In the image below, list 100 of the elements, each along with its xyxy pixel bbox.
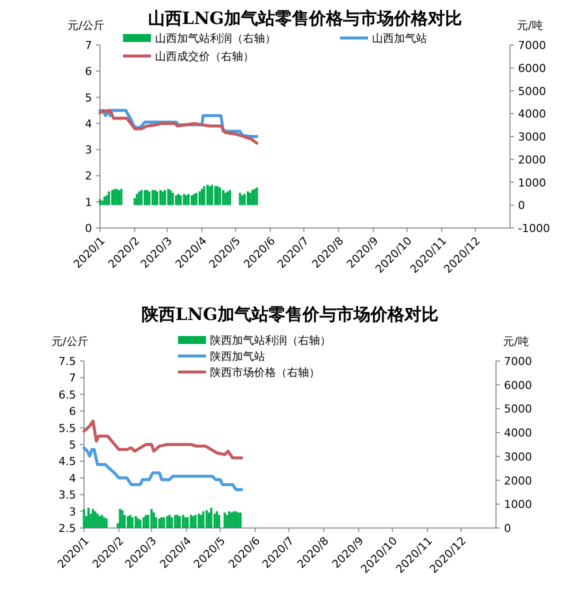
bar	[166, 516, 168, 528]
bar	[198, 514, 200, 528]
bar	[94, 511, 96, 528]
bar	[241, 195, 244, 206]
y2-axis-title: 元/吨	[503, 335, 529, 348]
bar	[162, 191, 164, 206]
bar	[96, 514, 99, 528]
bar	[126, 516, 130, 528]
bar	[216, 511, 218, 528]
y-tick-label: 1	[85, 196, 92, 209]
y-tick-label: 2	[85, 170, 92, 183]
y-tick-label: 4	[69, 472, 76, 485]
y2-tick-label: 4000	[504, 426, 532, 440]
bar	[195, 192, 198, 206]
y2-tick-label: 5000	[518, 84, 546, 98]
bar	[192, 516, 194, 528]
y-tick-label: 4.5	[58, 455, 76, 468]
y-tick-label: 7.5	[58, 355, 76, 368]
bar	[103, 517, 106, 528]
bar	[172, 192, 174, 206]
y-tick-label: 5	[69, 438, 76, 452]
bar	[228, 511, 230, 528]
y-tick-label: 7	[69, 372, 76, 385]
bar	[111, 190, 114, 206]
bar	[232, 511, 235, 528]
y-tick-label: 5.5	[58, 422, 76, 435]
bar	[142, 517, 145, 528]
bar	[208, 186, 211, 206]
y2-tick-label: 2000	[504, 474, 532, 488]
y-tick-label: 3	[69, 505, 76, 518]
y-tick-label: 3.5	[58, 488, 76, 502]
bar	[224, 512, 226, 528]
bar	[184, 517, 186, 528]
legend-label: 陕西加气站利润（右轴）	[210, 334, 331, 347]
bar	[185, 195, 188, 206]
bar	[138, 191, 140, 206]
bar	[139, 520, 142, 528]
bar	[210, 508, 212, 528]
bar	[167, 188, 170, 206]
bar	[156, 191, 158, 206]
y2-tick-label: 5000	[504, 402, 532, 416]
y2-tick-label: 0	[504, 522, 511, 535]
y-tick-label: 3	[85, 144, 92, 157]
y2-tick-label: 2000	[518, 153, 546, 166]
bar	[134, 198, 136, 206]
bar	[144, 190, 146, 206]
bar	[101, 200, 104, 206]
legend-label: 山西加气站利润（右轴）	[155, 32, 276, 45]
y-tick-label: 6.5	[58, 388, 76, 402]
legend-label: 陕西加气站	[210, 350, 265, 363]
bar	[237, 512, 240, 528]
bar	[202, 511, 204, 528]
y2-tick-label: -1000	[518, 222, 550, 235]
y2-tick-label: 6000	[504, 378, 532, 392]
bar	[120, 188, 122, 206]
bar	[251, 190, 254, 206]
bar	[206, 510, 208, 528]
bar	[116, 188, 118, 206]
bar	[203, 186, 206, 206]
y2-tick-label: 7000	[504, 355, 532, 368]
bar	[98, 199, 102, 206]
chart-title: 山西LNG加气站零售价格与市场价格对比	[148, 9, 462, 29]
bar	[246, 191, 249, 206]
y2-tick-label: 4000	[518, 108, 546, 121]
y2-tick-label: 0	[518, 199, 525, 212]
y2-tick-label: 3000	[504, 450, 532, 464]
bar	[129, 514, 132, 528]
bar	[98, 516, 101, 528]
bar	[222, 190, 224, 206]
bar	[198, 191, 201, 206]
y-tick-label: 2.5	[58, 522, 76, 535]
bar	[148, 191, 150, 206]
bar	[87, 508, 90, 528]
bar	[174, 514, 176, 528]
legend-label: 陕西市场价格（右轴）	[210, 366, 320, 379]
y2-axis-title: 元/吨	[517, 19, 543, 32]
y2-tick-label: 3000	[518, 130, 546, 144]
bar	[190, 195, 193, 206]
y-tick-label: 6	[69, 405, 76, 418]
legend-label: 山西成交价（右轴）	[155, 50, 254, 63]
y2-tick-label: 6000	[518, 62, 546, 75]
y2-tick-label: 1000	[504, 498, 532, 512]
bar	[256, 188, 258, 206]
y-tick-label: 4	[85, 117, 92, 130]
y-axis-title: 元/公斤	[68, 19, 104, 32]
bar	[121, 510, 124, 528]
bar	[175, 195, 178, 206]
bar	[180, 195, 182, 206]
y2-tick-label: 1000	[518, 176, 546, 190]
chart-title: 陕西LNG加气站零售价与市场价格对比	[141, 305, 439, 325]
bar	[134, 516, 137, 528]
y-tick-label: 5	[85, 91, 92, 104]
bar	[178, 516, 181, 528]
y-tick-label: 6	[85, 65, 92, 78]
y2-tick-label: 7000	[518, 39, 546, 52]
legend-label: 山西加气站	[372, 32, 427, 45]
y-tick-label: 7	[85, 39, 92, 52]
bar	[152, 512, 155, 528]
y-axis-title: 元/公斤	[52, 335, 88, 348]
y-tick-label: 0	[85, 222, 92, 235]
